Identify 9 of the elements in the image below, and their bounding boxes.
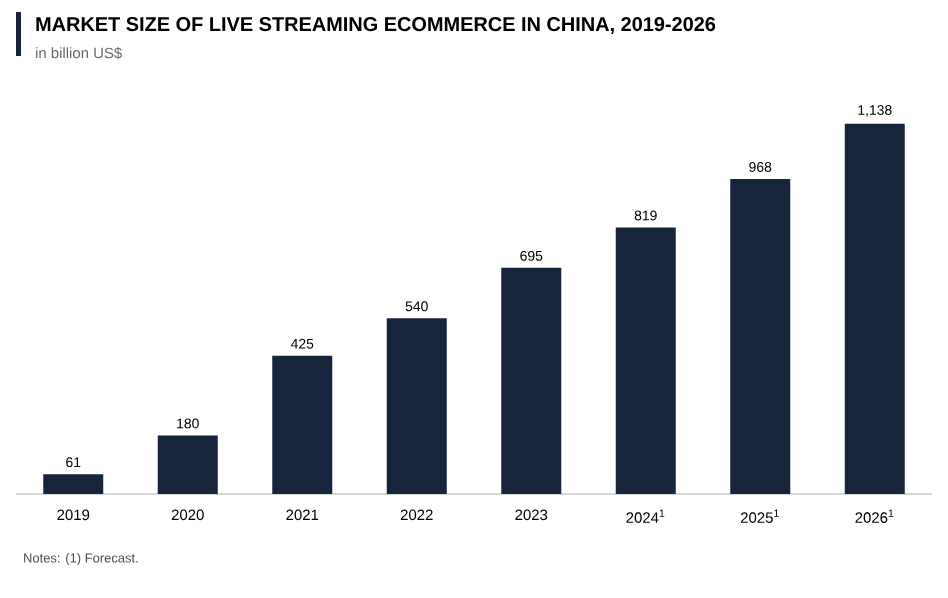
bar	[386, 318, 447, 495]
bar	[157, 435, 218, 495]
bar	[844, 123, 905, 495]
chart-title: MARKET SIZE OF LIVE STREAMING ECOMMERCE IN CHINA, 2019-2026	[36, 17, 716, 35]
bar	[615, 227, 676, 495]
bar	[501, 267, 562, 495]
bar	[43, 474, 104, 495]
bar	[730, 178, 791, 495]
bar	[272, 355, 333, 495]
